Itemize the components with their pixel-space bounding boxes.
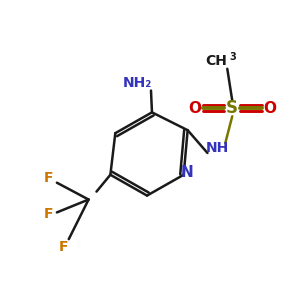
Text: O: O	[188, 101, 201, 116]
Text: CH: CH	[206, 54, 227, 68]
Text: N: N	[180, 165, 193, 180]
Text: NH₂: NH₂	[122, 76, 152, 90]
Text: O: O	[263, 101, 276, 116]
Text: F: F	[59, 240, 69, 254]
Text: F: F	[44, 207, 54, 221]
Text: S: S	[226, 99, 238, 117]
Text: F: F	[44, 171, 54, 185]
Text: NH: NH	[206, 141, 229, 155]
Text: 3: 3	[229, 52, 236, 62]
